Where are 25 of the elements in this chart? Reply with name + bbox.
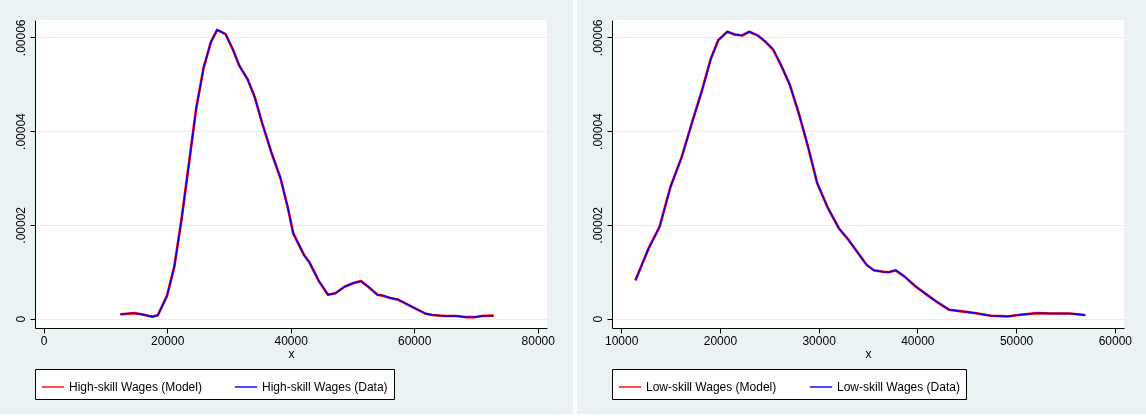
- legend-label: Low-skill Wages (Model): [646, 380, 777, 394]
- y-tick-label: 0: [13, 315, 28, 323]
- x-tick-label: 80000: [521, 333, 556, 348]
- x-tick-label: 40000: [901, 333, 935, 348]
- y-tick-label: .00002: [590, 206, 605, 244]
- y-tick-label: .00004: [590, 112, 605, 150]
- y-tick-label: .00006: [13, 19, 28, 57]
- x-tick-label: 20000: [703, 333, 738, 348]
- x-axis-title: x: [288, 346, 295, 361]
- legend-label: Low-skill Wages (Data): [837, 380, 960, 394]
- x-tick-label: 60000: [1098, 333, 1133, 348]
- legend-label: High-skill Wages (Model): [69, 380, 202, 394]
- x-tick-label: 20000: [150, 333, 185, 348]
- x-tick-label: 40000: [274, 333, 309, 348]
- y-tick-label: .00004: [13, 112, 28, 150]
- x-tick-label: 60000: [398, 333, 432, 348]
- x-tick-label: 50000: [999, 333, 1034, 348]
- y-tick-label: .00006: [590, 19, 605, 57]
- y-tick-label: .00002: [13, 206, 28, 244]
- y-tick-label: 0: [590, 315, 605, 323]
- x-axis-title: x: [865, 346, 872, 361]
- x-tick-label: 30000: [802, 333, 837, 348]
- x-tick-label: 10000: [604, 333, 639, 348]
- x-tick-label: 0: [40, 333, 48, 348]
- legend-label: High-skill Wages (Data): [262, 380, 388, 394]
